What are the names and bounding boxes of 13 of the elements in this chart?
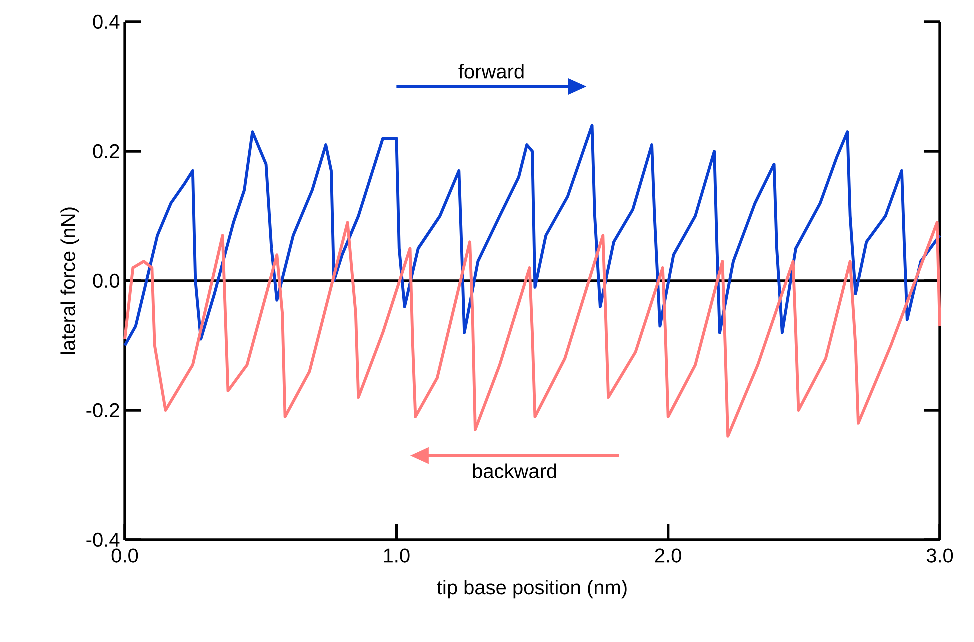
annotation: forward xyxy=(458,64,524,79)
x-axis-title: tip base position (nm) xyxy=(437,580,627,599)
y-tick-label: -0.2 xyxy=(86,403,120,418)
x-tick-label: 0.0 xyxy=(112,548,138,563)
y-axis-title: lateral force (nN) xyxy=(60,208,80,354)
x-tick-label: 3.0 xyxy=(926,548,954,563)
x-tick-label: 2.0 xyxy=(655,548,682,563)
annotation: backward xyxy=(473,464,556,478)
y-tick-label: 0.4 xyxy=(93,14,120,30)
y-tick-label: 0.2 xyxy=(93,144,120,159)
x-tick-label: 1.0 xyxy=(384,548,410,563)
y-tick-label: -0.4 xyxy=(86,532,120,548)
y-tick-label: 0.0 xyxy=(93,274,120,288)
